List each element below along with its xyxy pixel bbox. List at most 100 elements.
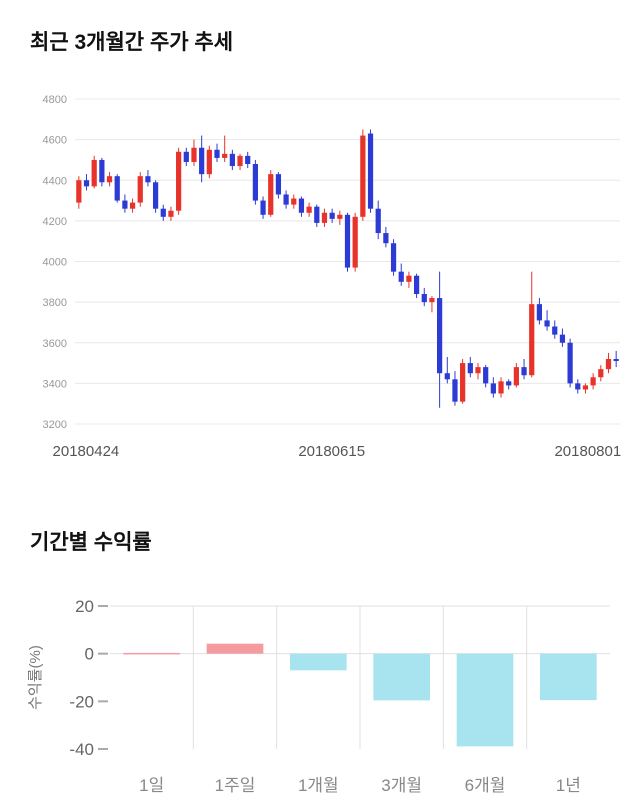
candle-body (498, 381, 504, 394)
y-tick-label: 4000 (43, 257, 67, 269)
candle-body (152, 182, 159, 209)
candle-body (183, 151, 189, 162)
candle-body (444, 373, 450, 380)
candle-body (99, 159, 105, 183)
y-tick-label: 3800 (43, 297, 67, 309)
candle-body (613, 359, 619, 362)
candlestick-chart: 4800 4600 4400 4200 4000 3800 3600 3400 3200 2018… (43, 94, 622, 460)
bar (206, 643, 264, 654)
candle-body (114, 176, 120, 201)
candle-body (521, 367, 527, 376)
candle-body (160, 208, 166, 217)
candle-body (191, 147, 197, 162)
y-tick-label: 4600 (43, 135, 67, 147)
y-tick-label: -20 (69, 692, 94, 711)
candle-body (106, 176, 113, 183)
candle-body (237, 155, 243, 167)
category-label: 1일 (139, 776, 164, 795)
candle-body (306, 206, 312, 213)
candle-body (291, 198, 297, 205)
category-label: 1주일 (215, 776, 256, 795)
candle-body (129, 202, 136, 209)
category-label: 3개월 (381, 776, 422, 795)
candle-body (229, 153, 235, 167)
y-tick-label: 0 (85, 645, 94, 664)
returns-bar-chart: 20 0 -20 -40 수익률(%) 1일 1주일 1개월 3개월 6개월 1년 (27, 597, 610, 795)
candle-body (475, 367, 481, 374)
bar (456, 653, 514, 747)
candle-body (406, 275, 412, 282)
candle-body (375, 208, 381, 234)
candle-body (252, 164, 258, 201)
returns-title: 기간별 수익률 (30, 531, 152, 554)
y-tick-label: 4400 (43, 175, 67, 187)
candle-body (582, 385, 589, 390)
candle-body (352, 216, 358, 268)
candle-body (260, 200, 266, 215)
candle-body (298, 198, 305, 213)
candle-body (437, 298, 443, 374)
price-trend-title: 최근 3개월간 주가 추세 (30, 31, 234, 54)
candle-body (137, 176, 143, 203)
bar (373, 653, 430, 701)
candle-body (460, 363, 466, 402)
candle-body (421, 294, 427, 303)
candle-body (544, 320, 550, 327)
candle-body (529, 304, 535, 376)
candle-body (314, 206, 320, 223)
x-tick-label: 20180801 (554, 443, 621, 460)
candle-body (490, 383, 496, 394)
bar (123, 652, 180, 655)
candle-body (329, 212, 335, 219)
candle-body (506, 381, 512, 386)
candle-body (413, 275, 420, 294)
category-label: 1년 (556, 776, 581, 795)
candle-body (605, 359, 612, 370)
bar (540, 653, 597, 701)
candle-body (398, 271, 404, 282)
candle-body (222, 153, 228, 158)
candle-body (206, 149, 212, 175)
y-tick-label: 4200 (43, 216, 67, 228)
candle-body (145, 176, 151, 183)
candle-body (559, 334, 566, 343)
candle-body (360, 135, 366, 217)
candle-body (567, 342, 573, 384)
category-label: 1개월 (298, 776, 339, 795)
category-label: 6개월 (465, 776, 506, 795)
candle-body (245, 155, 251, 164)
candle-body (590, 377, 596, 386)
candle-body (575, 383, 581, 390)
candle-body (268, 174, 274, 215)
candle-body (168, 210, 174, 217)
candle-body (91, 159, 97, 187)
candle-body (383, 233, 389, 244)
candle-body (598, 369, 604, 378)
candle-body (176, 151, 182, 211)
candle-body (214, 149, 220, 158)
y-tick-label: -40 (69, 740, 94, 759)
y-tick-label: 3400 (43, 378, 67, 390)
candle-body (390, 243, 397, 272)
candle-body (76, 180, 82, 203)
x-tick-label: 20180424 (53, 443, 120, 460)
candle-body (452, 379, 458, 402)
y-tick-label: 4800 (43, 94, 67, 106)
x-tick-label: 20180615 (298, 443, 365, 460)
candle-body (275, 174, 282, 195)
y-axis-label: 수익률(%) (27, 645, 44, 710)
candle-body (536, 304, 543, 321)
candle-body (83, 180, 90, 187)
candle-body (367, 133, 374, 209)
candle-body (467, 363, 473, 374)
y-tick-label: 3600 (43, 338, 67, 350)
y-tick-label: 3200 (43, 419, 67, 431)
candle-body (513, 367, 519, 386)
candle-body (552, 326, 558, 335)
candle-body (199, 147, 205, 175)
y-tick-label: 20 (75, 597, 94, 616)
candle-body (122, 200, 128, 209)
candle-body (483, 367, 489, 384)
bar (290, 653, 347, 671)
